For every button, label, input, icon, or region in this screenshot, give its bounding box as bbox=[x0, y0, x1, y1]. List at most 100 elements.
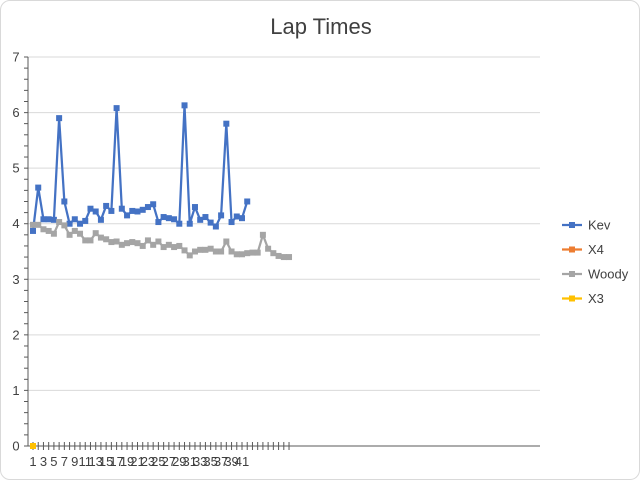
y-tick-label: 5 bbox=[12, 161, 19, 176]
data-point-woody bbox=[259, 231, 266, 238]
x-tick-label: 23 bbox=[141, 454, 155, 469]
data-point-kev bbox=[155, 219, 162, 226]
data-point-woody bbox=[228, 248, 235, 255]
legend-marker-woody bbox=[569, 271, 575, 277]
data-point-woody bbox=[197, 246, 204, 253]
data-point-woody bbox=[71, 227, 78, 234]
data-point-kev bbox=[191, 204, 198, 211]
y-tick-label: 1 bbox=[12, 383, 19, 398]
data-point-kev bbox=[97, 216, 104, 223]
y-tick-label: 7 bbox=[12, 50, 19, 65]
x-tick-label: 3 bbox=[40, 454, 47, 469]
data-point-woody bbox=[171, 244, 178, 251]
x-tick-label: 41 bbox=[235, 454, 249, 469]
data-point-woody bbox=[129, 239, 136, 246]
data-point-woody bbox=[50, 230, 57, 237]
x-tick-label: 19 bbox=[120, 454, 134, 469]
data-point-kev bbox=[108, 207, 115, 214]
series-woody bbox=[30, 219, 293, 261]
data-point-kev bbox=[124, 212, 131, 219]
data-point-kev bbox=[144, 204, 151, 211]
data-point-woody bbox=[97, 234, 104, 241]
x-tick-label: 25 bbox=[151, 454, 165, 469]
data-point-kev bbox=[45, 216, 52, 223]
x-tick-label: 5 bbox=[50, 454, 57, 469]
data-point-kev bbox=[176, 220, 183, 227]
data-point-woody bbox=[134, 240, 141, 247]
data-point-woody bbox=[270, 250, 277, 257]
x-tick-label: 7 bbox=[61, 454, 68, 469]
data-point-woody bbox=[233, 251, 240, 258]
data-point-woody bbox=[280, 254, 287, 261]
gridlines bbox=[28, 56, 540, 391]
data-point-kev bbox=[134, 208, 141, 215]
data-point-kev bbox=[186, 220, 193, 227]
data-point-woody bbox=[113, 238, 120, 245]
data-point-woody bbox=[249, 249, 256, 256]
data-point-kev bbox=[207, 219, 214, 226]
data-point-kev bbox=[50, 216, 57, 223]
data-point-woody bbox=[254, 249, 261, 256]
data-point-woody bbox=[223, 238, 230, 245]
data-point-woody bbox=[239, 251, 245, 258]
legend: Kev X4 Woody X3 bbox=[562, 218, 629, 306]
data-point-woody bbox=[124, 240, 131, 247]
x-tick-label: 33 bbox=[193, 454, 207, 469]
data-point-woody bbox=[108, 239, 115, 246]
data-point-woody bbox=[181, 247, 188, 254]
data-point-woody bbox=[103, 236, 110, 243]
data-point-kev bbox=[77, 220, 84, 227]
data-point-kev bbox=[233, 213, 240, 220]
legend-marker-x4 bbox=[569, 246, 575, 253]
y-tick-label: 0 bbox=[12, 439, 19, 454]
legend-label-x4: X4 bbox=[588, 242, 604, 257]
data-point-woody bbox=[77, 230, 84, 237]
data-point-woody bbox=[118, 241, 125, 248]
data-point-woody bbox=[160, 244, 167, 251]
data-point-woody bbox=[207, 245, 214, 252]
data-point-woody bbox=[150, 241, 157, 248]
data-point-woody bbox=[40, 226, 47, 233]
data-point-kev bbox=[218, 212, 225, 219]
x-tick-label: 13 bbox=[88, 454, 102, 469]
data-point-kev bbox=[129, 207, 136, 214]
legend-label-x3: X3 bbox=[588, 291, 604, 306]
data-point-kev bbox=[92, 208, 99, 215]
data-point-kev bbox=[87, 205, 94, 212]
data-point-woody bbox=[218, 248, 225, 255]
data-point-woody bbox=[244, 250, 251, 257]
x-tick-label: 11 bbox=[79, 454, 93, 469]
data-point-kev bbox=[139, 206, 146, 213]
data-point-kev bbox=[61, 198, 68, 205]
data-point-kev bbox=[181, 102, 188, 109]
data-point-kev bbox=[118, 205, 125, 212]
x-tick-label: 1 bbox=[29, 454, 36, 469]
data-point-woody bbox=[45, 227, 52, 234]
data-point-kev bbox=[71, 216, 78, 223]
data-point-woody bbox=[176, 242, 183, 249]
data-point-kev bbox=[202, 214, 209, 221]
data-point-kev bbox=[66, 220, 73, 227]
data-point-woody bbox=[30, 221, 36, 228]
data-point-woody bbox=[139, 242, 146, 249]
x-tick-label: 39 bbox=[224, 454, 238, 469]
data-point-woody bbox=[92, 230, 99, 237]
data-point-kev bbox=[212, 223, 219, 230]
y-tick-label: 3 bbox=[12, 272, 19, 287]
x-tick-label: 35 bbox=[203, 454, 217, 469]
data-point-kev bbox=[228, 219, 235, 226]
x-tick-label: 17 bbox=[109, 454, 123, 469]
x-tick-label: 27 bbox=[162, 454, 176, 469]
x-tick-label: 9 bbox=[71, 454, 78, 469]
legend-marker-x3 bbox=[569, 295, 575, 302]
chart-title: Lap Times bbox=[270, 14, 372, 39]
data-point-kev bbox=[40, 216, 47, 223]
data-point-woody bbox=[186, 252, 193, 259]
data-point-kev bbox=[239, 215, 245, 222]
data-point-woody bbox=[155, 238, 162, 245]
data-point-woody bbox=[56, 219, 63, 226]
data-point-kev bbox=[103, 202, 110, 209]
data-point-woody bbox=[35, 221, 42, 228]
